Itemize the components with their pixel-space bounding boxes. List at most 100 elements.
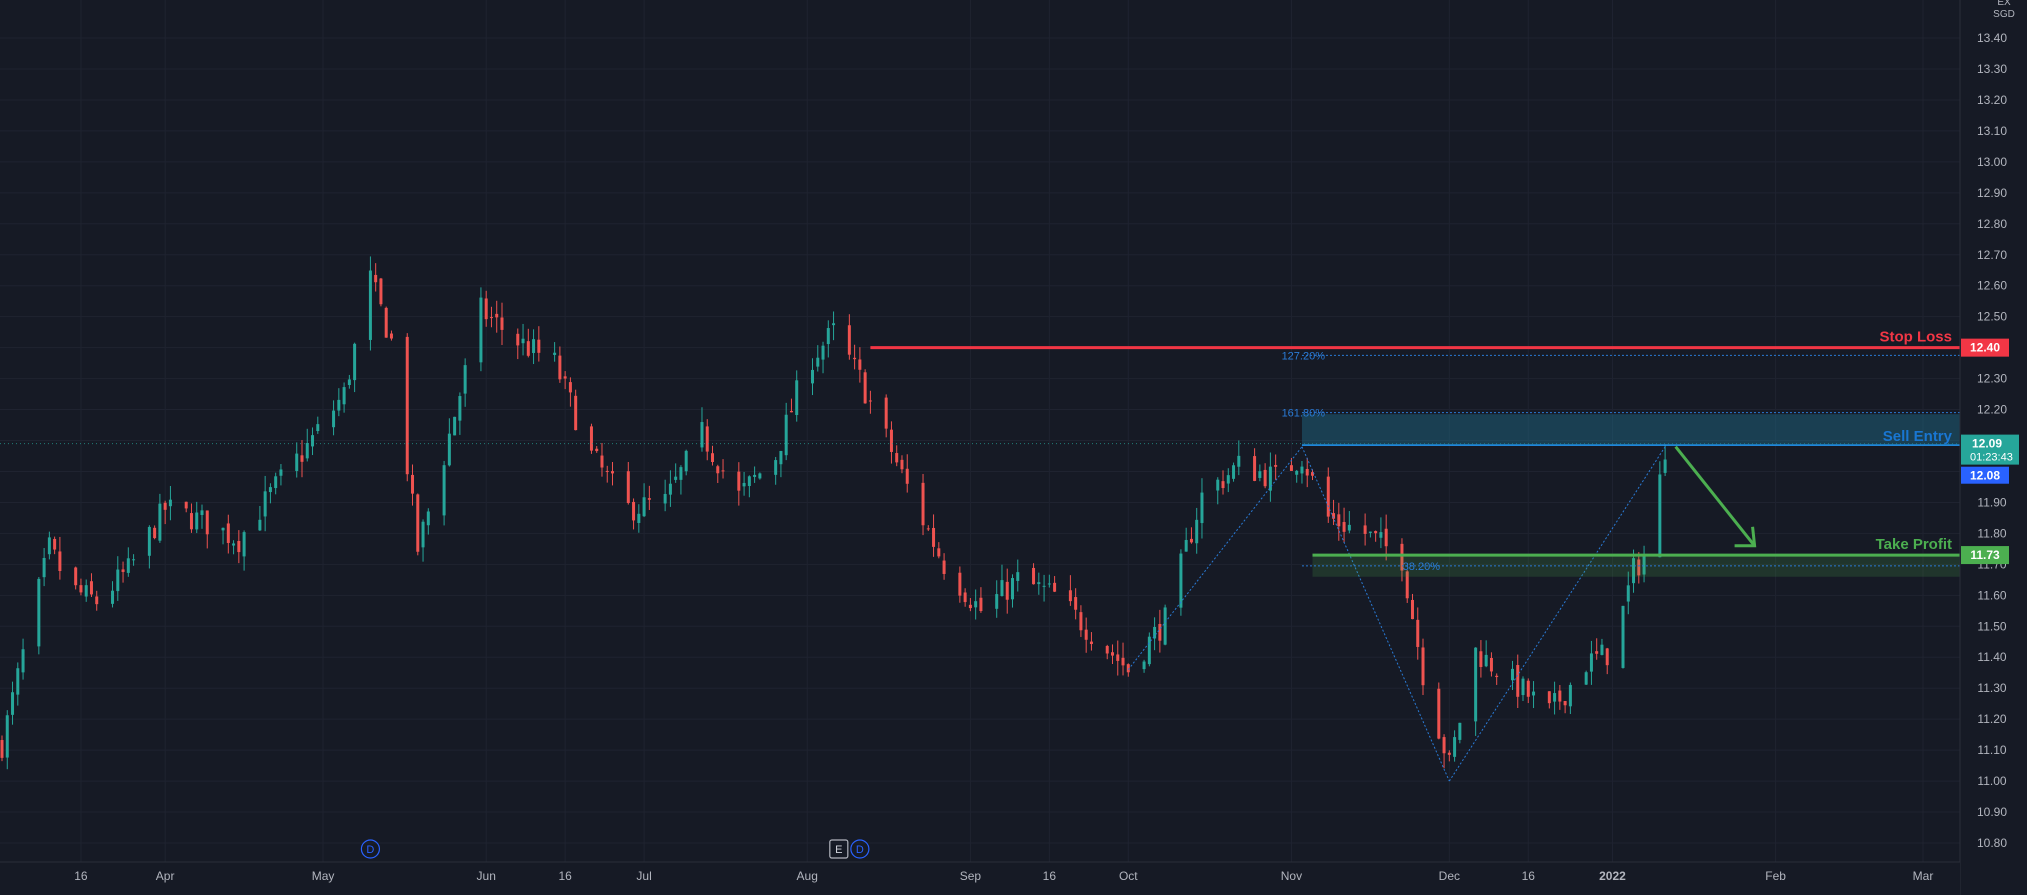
candle-body	[1116, 654, 1120, 661]
candle-body	[1495, 675, 1499, 678]
candle-body	[1126, 664, 1130, 673]
candle-body	[995, 594, 999, 609]
time-tick-label: 16	[1522, 869, 1536, 883]
candle-body	[479, 297, 483, 363]
candle-body	[1295, 470, 1299, 475]
candle-body	[711, 453, 715, 463]
pattern-line	[1127, 446, 1303, 670]
candle-body	[895, 453, 899, 463]
time-tick-label: Nov	[1281, 869, 1302, 883]
candle-body	[421, 521, 425, 548]
candle-body	[789, 410, 793, 413]
candle-body	[742, 482, 746, 487]
candle-body	[642, 497, 646, 517]
candle-body	[1010, 578, 1014, 600]
candle-body	[353, 343, 357, 381]
candle-body	[868, 400, 872, 402]
candle-body	[605, 470, 609, 472]
level-price-tag	[1961, 546, 2009, 565]
candle-body	[674, 476, 678, 480]
candle-body	[900, 459, 904, 470]
candle-body	[905, 468, 909, 484]
sell-entry-price-text: 12.08	[1970, 469, 2000, 483]
candle-body	[458, 396, 462, 421]
candle-body	[574, 395, 578, 431]
price-tick-label: 11.20	[1977, 712, 2006, 726]
time-axis[interactable]: 16 Apr May Jun 16 Jul Aug Sep 16 Oct Nov Dec 16 2022 F…	[74, 869, 1933, 883]
candle-body	[632, 501, 636, 521]
candle-body	[0, 740, 4, 758]
candle-body	[921, 482, 925, 526]
candle-body	[668, 483, 672, 495]
price-tick-label: 12.90	[1977, 186, 2007, 200]
candle-body	[1147, 636, 1151, 665]
time-tick-label: Sep	[960, 869, 982, 883]
candle-body	[1532, 691, 1536, 696]
candle-body	[1047, 583, 1051, 585]
candle-body	[84, 585, 88, 597]
candle-body	[1632, 558, 1636, 584]
candle-body	[263, 491, 267, 517]
candle-body	[795, 380, 799, 416]
candle-body	[1384, 528, 1388, 547]
candle-body	[589, 426, 593, 451]
candle-body	[811, 369, 815, 384]
candle-body	[1300, 466, 1304, 474]
candle-body	[637, 513, 641, 523]
candle-body	[537, 339, 541, 353]
fib-level-label: 38.20%	[1403, 561, 1441, 573]
candle-body	[47, 537, 51, 555]
candle-body	[1374, 531, 1378, 534]
candle-body	[411, 474, 415, 494]
candle-body	[1221, 481, 1225, 489]
candle-body	[958, 572, 962, 596]
candle-body	[516, 333, 520, 346]
candle-body	[53, 538, 57, 550]
time-tick-label: Jun	[477, 869, 496, 883]
candle-body	[1521, 678, 1525, 696]
candle-body	[774, 460, 778, 475]
candle-body	[1563, 701, 1567, 706]
candle-body	[279, 469, 283, 476]
candle-body	[705, 426, 709, 452]
candle-body	[305, 443, 309, 459]
candle-body	[679, 467, 683, 480]
candle-body	[1216, 479, 1220, 491]
price-tick-label: 12.70	[1977, 248, 2007, 262]
candle-body	[1042, 585, 1046, 587]
candle-body	[758, 473, 762, 479]
candle-body	[1068, 590, 1072, 602]
price-tick-label: 12.20	[1977, 403, 2007, 417]
candle-body	[368, 270, 372, 340]
candle-body	[1253, 456, 1257, 481]
candle-body	[374, 274, 378, 283]
candle-body	[416, 494, 420, 552]
candle-body	[268, 487, 272, 493]
time-tick-label: Oct	[1119, 869, 1138, 883]
candle-body	[1105, 645, 1109, 654]
candle-body	[716, 466, 720, 474]
time-tick-label: Feb	[1765, 869, 1786, 883]
level-price-tag	[1961, 338, 2009, 357]
candle-body	[447, 433, 451, 466]
currency-label-bottom: SGD	[1993, 9, 2015, 20]
candle-body	[163, 502, 167, 510]
candle-body	[463, 365, 467, 394]
candle-body	[826, 328, 830, 345]
candle-body	[342, 387, 346, 405]
candle-body	[126, 558, 130, 573]
candle-body	[1084, 629, 1088, 640]
candle-body	[1400, 543, 1404, 571]
price-tick-label: 10.90	[1977, 805, 2007, 819]
candle-body	[1526, 680, 1530, 697]
candle-body	[737, 471, 741, 491]
candle-body	[111, 590, 115, 604]
candle-body	[37, 578, 41, 647]
candle-body	[1305, 468, 1309, 476]
candle-body	[500, 317, 504, 330]
candle-body	[1032, 567, 1036, 585]
price-tick-label: 13.30	[1977, 62, 2007, 76]
candle-body	[663, 493, 667, 504]
